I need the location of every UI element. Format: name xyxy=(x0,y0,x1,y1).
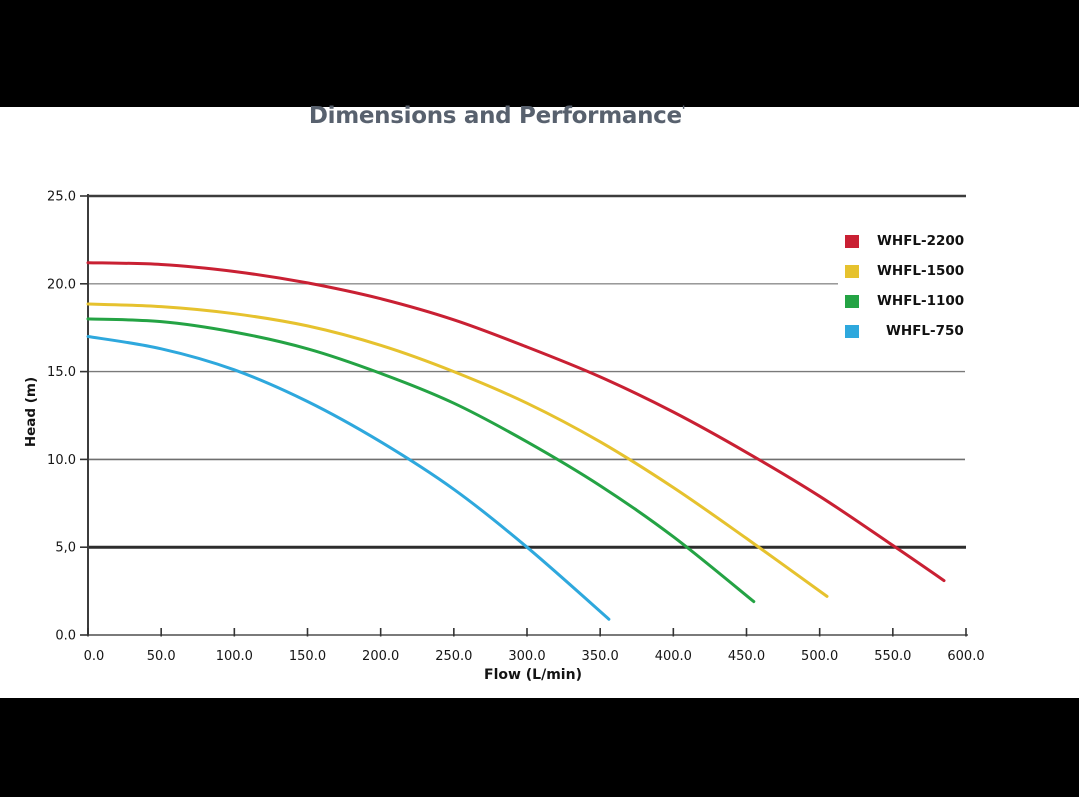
x-tick-label-200: 200.0 xyxy=(362,649,399,664)
x-tick-label-250: 250.0 xyxy=(435,649,472,664)
y-tick-label-10: 10.0 xyxy=(47,453,76,468)
curve-whfl-1500 xyxy=(86,302,829,598)
top-black-band xyxy=(0,0,1079,107)
chart-title-footnote-mark: ' xyxy=(681,103,686,118)
legend-item-whfl-750: WHFL-750 xyxy=(845,321,964,341)
legend-item-whfl-1500: WHFL-1500 xyxy=(845,261,964,281)
x-tick-label-500: 500.0 xyxy=(801,649,838,664)
y-tick-label-0: 0.0 xyxy=(55,629,76,644)
x-tick-label-100: 100.0 xyxy=(216,649,253,664)
x-tick-label-300: 300.0 xyxy=(508,649,545,664)
x-tick-label-550: 550.0 xyxy=(874,649,911,664)
legend: WHFL-2200 WHFL-1500 WHFL-1100 WHFL-750 xyxy=(845,231,964,351)
legend-label: WHFL-1100 xyxy=(877,293,965,309)
curve-whfl-750 xyxy=(86,335,611,621)
y-tick-label-15: 15.0 xyxy=(47,365,76,380)
x-axis-title: Flow (L/min) xyxy=(484,667,582,683)
legend-label: WHFL-2200 xyxy=(877,233,965,249)
x-tick-label-400: 400.0 xyxy=(655,649,692,664)
bottom-black-band xyxy=(0,698,1079,797)
chart-title: Dimensions and Performance' xyxy=(0,103,994,129)
legend-item-whfl-2200: WHFL-2200 xyxy=(845,231,964,251)
y-axis-title: Head (m) xyxy=(23,376,39,448)
curve-whfl-2200 xyxy=(86,261,946,583)
legend-label: WHFL-750 xyxy=(886,323,964,339)
chart-title-text: Dimensions and Performance xyxy=(308,103,682,129)
legend-swatch-green-icon xyxy=(845,294,859,308)
x-tick-label-50: 50.0 xyxy=(147,649,176,664)
legend-swatch-red-icon xyxy=(845,234,859,248)
x-tick-label-600: 600.0 xyxy=(947,649,984,664)
legend-swatch-blue-icon xyxy=(845,324,859,338)
legend-item-whfl-1100: WHFL-1100 xyxy=(845,291,964,311)
y-tick-label-20: 20.0 xyxy=(47,277,76,292)
curve-whfl-1100 xyxy=(86,317,756,604)
legend-label: WHFL-1500 xyxy=(877,263,965,279)
x-tick-label-150: 150.0 xyxy=(289,649,326,664)
y-tick-label-5: 5,0 xyxy=(55,541,76,556)
x-tick-label-450: 450.0 xyxy=(728,649,765,664)
x-tick-label-350: 350.0 xyxy=(582,649,619,664)
y-tick-label-25: 25.0 xyxy=(47,190,76,205)
x-tick-label-0: 0.0 xyxy=(84,649,105,664)
legend-swatch-yellow-icon xyxy=(845,264,859,278)
